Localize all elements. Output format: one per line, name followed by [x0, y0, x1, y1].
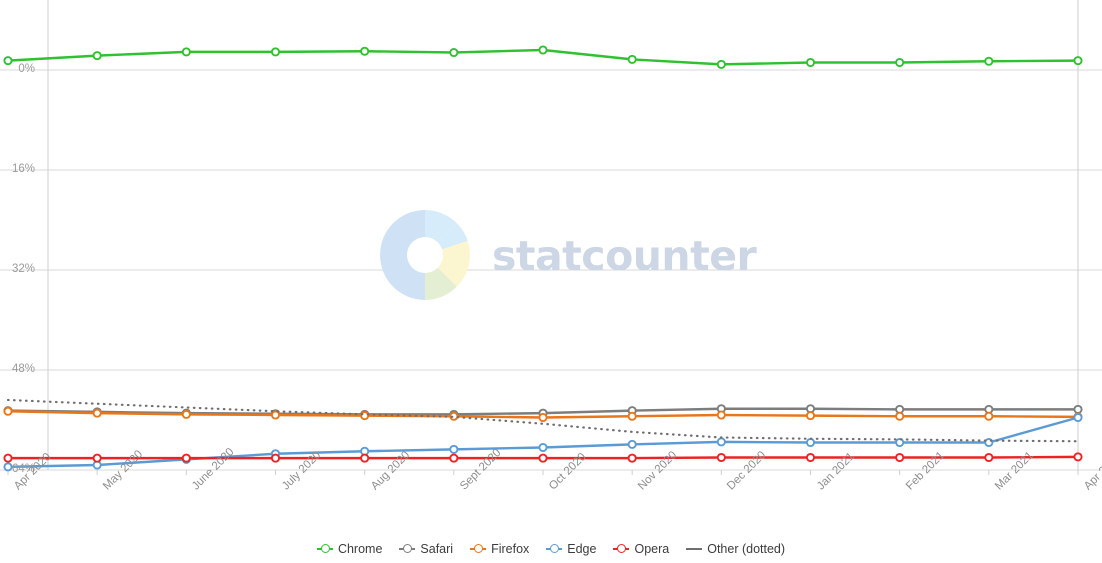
legend-label: Chrome — [337, 541, 383, 556]
y-axis-label: 64% — [11, 463, 35, 475]
data-point[interactable] — [360, 453, 370, 463]
data-point[interactable] — [1073, 412, 1083, 423]
data-point[interactable] — [716, 59, 726, 69]
data-point[interactable] — [270, 47, 281, 57]
data-point[interactable] — [895, 57, 905, 68]
data-point[interactable] — [3, 453, 13, 463]
plot-area: statcounter 64% 48% 32% 16% 0% — [0, 0, 1102, 475]
data-point[interactable] — [1073, 404, 1083, 414]
data-point[interactable] — [627, 54, 637, 64]
y-axis-label: 48% — [11, 363, 35, 375]
data-point[interactable] — [538, 45, 548, 55]
legend-marker-icon — [316, 543, 333, 554]
data-point[interactable] — [181, 47, 191, 57]
data-point[interactable] — [3, 56, 13, 66]
data-point[interactable] — [3, 462, 13, 472]
data-point[interactable] — [1073, 56, 1083, 66]
data-point[interactable] — [805, 411, 816, 421]
data-point[interactable] — [92, 408, 102, 418]
y-axis-label: 32% — [11, 263, 35, 275]
legend-marker-icon — [686, 543, 703, 554]
legend-marker-icon — [546, 543, 563, 554]
legend-label: Other (dotted) — [707, 541, 786, 556]
data-point[interactable] — [895, 411, 905, 421]
data-point[interactable] — [360, 411, 370, 421]
data-point[interactable] — [92, 453, 102, 463]
legend-item-firefox[interactable]: Firefox — [470, 542, 529, 556]
data-point[interactable] — [627, 453, 637, 463]
data-point[interactable] — [449, 47, 459, 58]
legend-item-chrome[interactable]: Chrome — [316, 541, 383, 556]
series-opera — [3, 452, 1083, 463]
data-point[interactable] — [538, 442, 548, 453]
data-point[interactable] — [895, 452, 905, 463]
data-point[interactable] — [716, 410, 726, 420]
legend-marker-icon — [399, 543, 416, 554]
chart-canvas — [0, 0, 1102, 475]
legend-label: Edge — [567, 541, 597, 556]
data-point[interactable] — [1073, 452, 1083, 462]
data-point[interactable] — [984, 411, 994, 421]
data-point[interactable] — [360, 46, 370, 56]
data-point[interactable] — [181, 409, 191, 419]
data-point[interactable] — [181, 453, 191, 463]
data-point[interactable] — [270, 410, 281, 420]
data-point[interactable] — [92, 51, 102, 61]
legend-label: Safari — [420, 541, 454, 556]
data-point[interactable] — [716, 452, 726, 463]
data-point[interactable] — [805, 437, 816, 448]
data-point[interactable] — [895, 437, 905, 448]
data-point[interactable] — [805, 57, 816, 68]
data-point[interactable] — [627, 411, 637, 421]
legend-label: Opera — [634, 541, 670, 556]
data-point[interactable] — [538, 453, 548, 463]
data-point[interactable] — [449, 444, 459, 454]
data-point[interactable] — [716, 437, 726, 447]
series-other-dotted — [6, 398, 1080, 443]
y-axis-label: 16% — [11, 163, 35, 175]
legend-item-edge[interactable]: Edge — [546, 542, 596, 556]
data-point[interactable] — [984, 56, 994, 66]
legend-item-opera[interactable]: Opera — [613, 542, 669, 556]
chart-legend: Chrome Safari Firefox Edge Opera Other (dotte… — [0, 534, 1102, 563]
legend-item-other-dotted[interactable]: Other (dotted) — [686, 542, 785, 556]
data-point[interactable] — [627, 439, 637, 449]
data-point[interactable] — [449, 453, 459, 463]
series-line — [6, 398, 1080, 443]
legend-marker-icon — [470, 543, 487, 554]
legend-marker-icon — [613, 543, 630, 554]
legend-item-safari[interactable]: Safari — [399, 542, 453, 556]
series-chrome — [3, 45, 1083, 69]
data-point[interactable] — [984, 452, 994, 463]
y-axis-label: 0% — [18, 63, 35, 75]
legend-label: Firefox — [491, 541, 530, 556]
data-point[interactable] — [270, 453, 281, 463]
data-point[interactable] — [538, 412, 548, 423]
data-point[interactable] — [3, 406, 13, 416]
data-point[interactable] — [805, 452, 816, 463]
